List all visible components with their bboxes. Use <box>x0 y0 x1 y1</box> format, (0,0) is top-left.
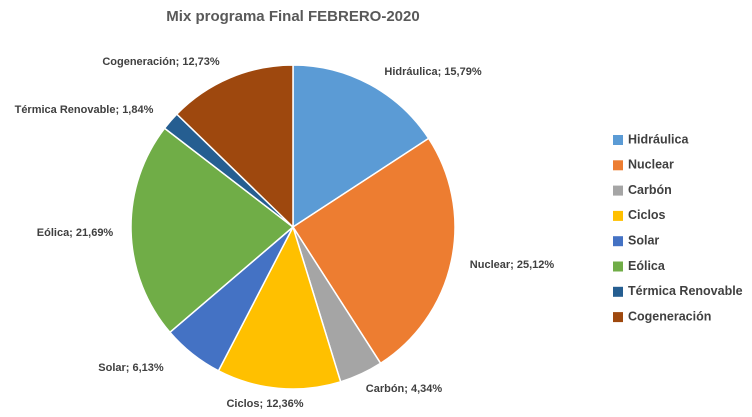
legend-label: Hidráulica <box>628 132 689 146</box>
legend-swatch <box>613 210 623 221</box>
legend-label: Carbón <box>628 183 672 197</box>
pie-slice <box>292 64 430 229</box>
legend-label: Cogeneración <box>628 309 711 323</box>
data-label: Cogeneración; 12,73% <box>102 56 220 68</box>
pie-slice <box>217 225 342 390</box>
data-label: Solar; 6,13% <box>98 362 164 374</box>
legend-swatch <box>613 261 623 272</box>
data-label: Hidráulica; 15,79% <box>384 66 481 78</box>
pie-slice <box>175 64 294 229</box>
data-label: Ciclos; 12,36% <box>226 398 303 410</box>
data-label: Nuclear; 25,12% <box>470 259 555 271</box>
legend-swatch <box>613 135 623 145</box>
legend-swatch <box>613 236 623 247</box>
legend-swatch <box>613 286 623 297</box>
legend-label: Eólica <box>628 259 666 273</box>
legend-swatch <box>613 160 623 171</box>
legend-label: Solar <box>628 233 659 247</box>
data-label: Eólica; 21,69% <box>37 227 114 239</box>
legend-label: Ciclos <box>628 208 666 222</box>
legend-label: Nuclear <box>628 158 674 172</box>
legend-swatch <box>613 312 623 323</box>
pie-slice <box>291 137 456 365</box>
legend-swatch <box>613 185 623 196</box>
legend-label: Térmica Renovable <box>628 284 743 298</box>
chart-title: Mix programa Final FEBRERO-2020 <box>166 8 419 25</box>
data-label: Térmica Renovable; 1,84% <box>15 104 154 116</box>
pie-slice <box>130 127 295 334</box>
data-label: Carbón; 4,34% <box>366 383 443 395</box>
